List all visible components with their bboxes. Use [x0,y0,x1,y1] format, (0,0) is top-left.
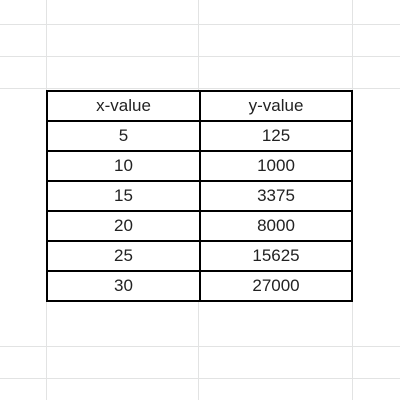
cell-y-value[interactable]: 3375 [199,180,353,212]
cell-x-value[interactable]: 10 [46,150,201,182]
cell-x-value[interactable]: 25 [46,240,201,272]
gridline-horizontal [0,88,400,89]
gridline-horizontal [0,346,400,347]
gridline-horizontal [0,24,400,25]
header-cell-x-value[interactable]: x-value [46,90,201,122]
cell-x-value[interactable]: 5 [46,120,201,152]
cell-y-value[interactable]: 8000 [199,210,353,242]
cell-y-value[interactable]: 27000 [199,270,353,302]
table-header-row: x-value y-value [46,90,353,122]
table-row: 15 3375 [46,180,353,212]
cell-y-value[interactable]: 125 [199,120,353,152]
gridline-horizontal [0,56,400,57]
table-row: 25 15625 [46,240,353,272]
cell-x-value[interactable]: 20 [46,210,201,242]
cell-x-value[interactable]: 30 [46,270,201,302]
table-row: 5 125 [46,120,353,152]
cell-y-value[interactable]: 15625 [199,240,353,272]
cell-y-value[interactable]: 1000 [199,150,353,182]
table-row: 30 27000 [46,270,353,302]
table-row: 10 1000 [46,150,353,182]
data-table: x-value y-value 5 125 10 1000 15 3375 20… [46,90,353,302]
gridline-horizontal [0,378,400,379]
header-cell-y-value[interactable]: y-value [199,90,353,122]
cell-x-value[interactable]: 15 [46,180,201,212]
table-row: 20 8000 [46,210,353,242]
